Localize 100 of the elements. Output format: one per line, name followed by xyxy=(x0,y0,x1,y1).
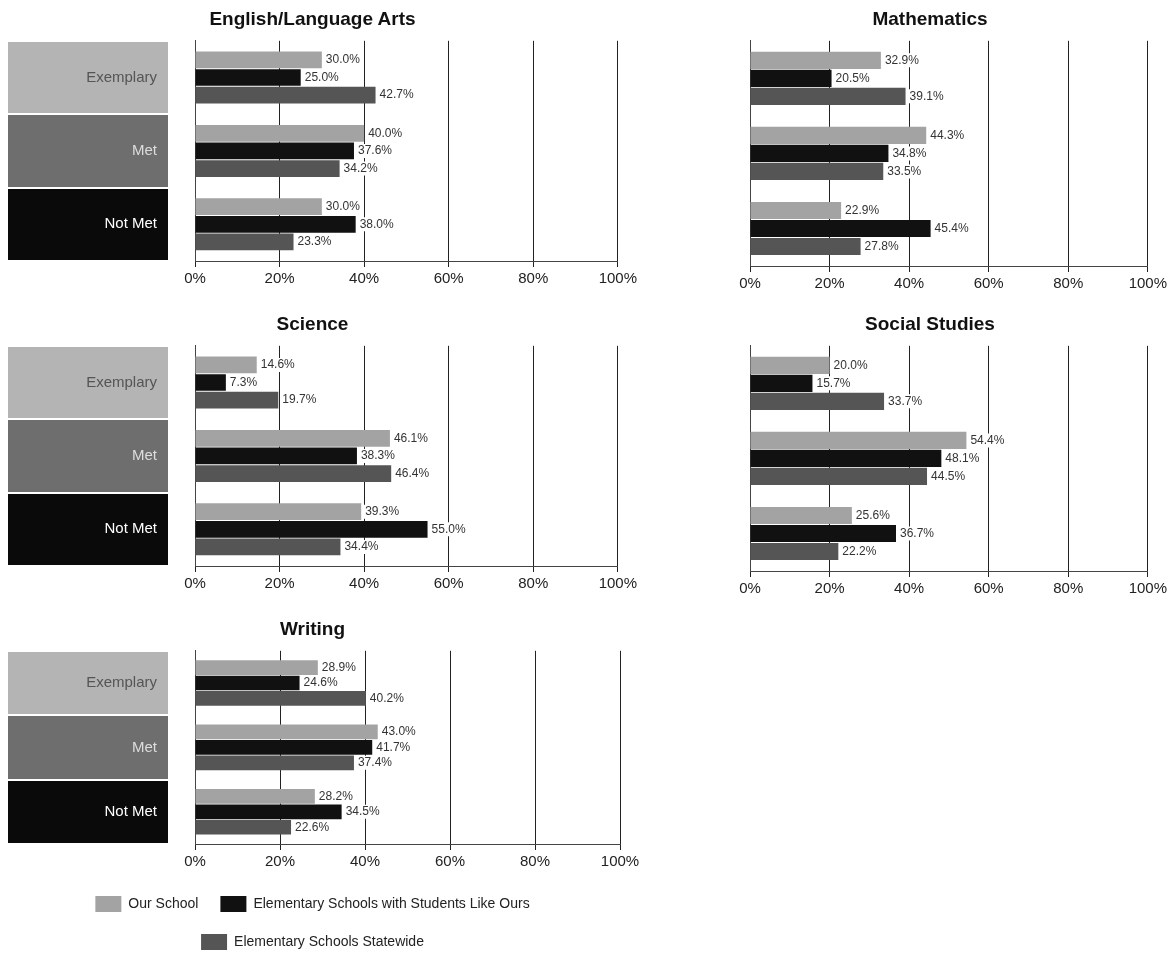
data-label: 25.0% xyxy=(304,69,340,84)
y-tick-label: Exemplary xyxy=(86,67,158,85)
data-label: 45.4% xyxy=(934,220,969,235)
data-label: 22.6% xyxy=(295,819,330,834)
bar xyxy=(195,520,428,538)
data-label: 30.0% xyxy=(325,199,361,213)
data-label: 46.4% xyxy=(395,465,430,480)
data-label: 32.9% xyxy=(884,52,920,67)
data-label: 20.0% xyxy=(833,357,868,372)
y-tick-label: Met xyxy=(131,446,158,464)
data-label: 40.0% xyxy=(368,125,403,140)
data-label: 22.2% xyxy=(842,543,877,558)
x-tick-label: 100% xyxy=(598,574,638,592)
bar xyxy=(195,233,294,251)
bar xyxy=(195,819,292,835)
bar xyxy=(750,524,896,543)
data-label: 43.0% xyxy=(381,724,417,739)
data-label: 39.3% xyxy=(365,504,400,518)
x-tick-label: 80% xyxy=(519,852,551,870)
data-label: 41.7% xyxy=(376,739,411,754)
bar xyxy=(195,124,365,142)
data-label: 40.2% xyxy=(369,690,405,705)
bar xyxy=(750,126,927,144)
chart-title: English/Language Arts xyxy=(209,7,416,29)
y-tick-label: Exemplary xyxy=(86,372,158,390)
bar xyxy=(750,542,839,561)
legend-label: Elementary Schools Statewide xyxy=(234,932,425,949)
x-tick-label: 100% xyxy=(600,852,640,870)
data-label: 25.6% xyxy=(855,507,891,522)
bar xyxy=(750,467,928,485)
y-tick-label: Not Met xyxy=(104,214,158,232)
bar xyxy=(750,374,813,392)
data-label: 15.7% xyxy=(816,375,851,390)
bar xyxy=(195,356,257,374)
bar xyxy=(195,740,373,755)
data-label: 23.3% xyxy=(297,234,332,249)
bar xyxy=(195,789,315,804)
bar xyxy=(750,201,842,220)
bar xyxy=(750,87,906,105)
x-tick-label: 40% xyxy=(349,269,380,287)
y-tick-label: Met xyxy=(131,141,158,159)
y-tick-label: Met xyxy=(131,737,158,755)
x-tick-label: 80% xyxy=(1053,274,1084,292)
bar xyxy=(195,503,362,521)
bar xyxy=(750,356,830,374)
data-label: 33.7% xyxy=(888,393,923,408)
bar xyxy=(750,162,884,180)
y-tick-label: Not Met xyxy=(104,519,158,537)
data-label: 34.5% xyxy=(345,804,380,819)
bar xyxy=(195,724,378,740)
bar xyxy=(750,51,881,69)
data-label: 44.3% xyxy=(930,127,965,142)
bar xyxy=(750,392,885,410)
data-label: 48.1% xyxy=(945,450,980,465)
chart-title: Writing xyxy=(279,617,346,639)
data-label: 28.2% xyxy=(318,788,354,803)
data-label: 38.3% xyxy=(360,448,396,463)
x-tick-label: 40% xyxy=(894,274,925,292)
chart-title: Science xyxy=(276,312,349,334)
x-tick-label: 80% xyxy=(518,574,549,592)
bar xyxy=(195,660,318,675)
x-tick-label: 100% xyxy=(598,269,638,287)
data-label: 34.4% xyxy=(344,539,379,554)
data-label: 24.6% xyxy=(303,675,338,690)
bar xyxy=(195,465,392,482)
y-tick-label: Exemplary xyxy=(86,673,158,691)
bar xyxy=(195,142,354,160)
x-tick-label: 20% xyxy=(814,579,845,597)
x-tick-label: 60% xyxy=(973,579,1004,597)
bar xyxy=(750,431,967,449)
x-tick-label: 0% xyxy=(184,852,206,870)
data-label: 55.0% xyxy=(431,521,466,536)
x-tick-label: 20% xyxy=(264,269,295,287)
x-tick-label: 80% xyxy=(518,269,549,287)
data-label: 33.5% xyxy=(887,163,922,178)
bar xyxy=(750,69,832,87)
data-label: 19.7% xyxy=(282,392,317,407)
bar xyxy=(195,160,340,177)
bar xyxy=(195,447,357,465)
data-label: 34.2% xyxy=(343,160,378,175)
data-label: 39.1% xyxy=(909,88,944,103)
bar xyxy=(195,691,366,706)
bar xyxy=(195,675,300,691)
x-tick-label: 20% xyxy=(814,274,845,292)
bar xyxy=(750,237,861,256)
x-tick-label: 20% xyxy=(264,852,296,870)
bar xyxy=(750,219,931,238)
legend-label: Our School xyxy=(128,894,199,911)
data-label: 22.9% xyxy=(845,202,880,217)
x-tick-label: 20% xyxy=(264,574,295,592)
x-tick-label: 0% xyxy=(184,574,206,592)
data-label: 37.4% xyxy=(357,755,393,770)
x-tick-label: 0% xyxy=(739,274,761,292)
data-label: 44.5% xyxy=(931,468,966,483)
bar xyxy=(195,374,226,391)
bar xyxy=(750,449,942,467)
bar xyxy=(195,69,301,86)
data-label: 27.8% xyxy=(864,238,899,253)
x-tick-label: 40% xyxy=(894,579,925,597)
data-label: 42.7% xyxy=(379,87,414,102)
